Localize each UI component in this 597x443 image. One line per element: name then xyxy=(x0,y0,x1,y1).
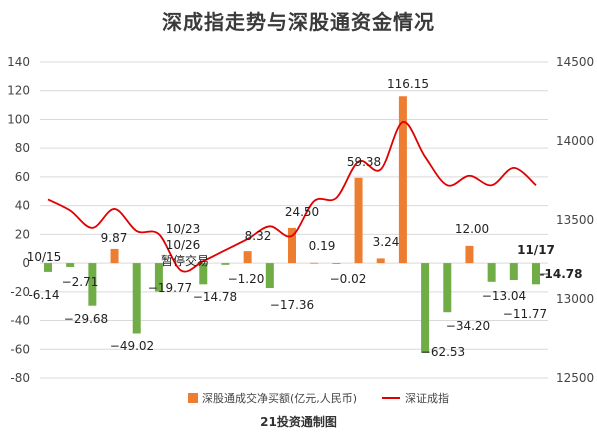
bar xyxy=(44,263,52,272)
data-label: −29.68 xyxy=(64,312,108,326)
data-label: −14.78 xyxy=(193,290,237,304)
left-axis-tick: 140 xyxy=(7,55,30,69)
bar xyxy=(288,227,296,264)
left-axis-tick: 40 xyxy=(15,199,30,213)
data-label: 116.15 xyxy=(387,77,429,91)
bar xyxy=(443,263,452,313)
left-axis-tick: 120 xyxy=(7,84,30,98)
bar xyxy=(243,251,252,264)
left-axis-tick: -80 xyxy=(10,371,30,385)
bar xyxy=(221,263,230,265)
bar xyxy=(532,263,540,285)
bar xyxy=(354,177,363,264)
bar xyxy=(487,263,496,282)
left-axis-tick: 100 xyxy=(7,112,30,126)
bar xyxy=(265,263,274,289)
legend-bar-swatch xyxy=(188,393,198,403)
data-label: 12.00 xyxy=(455,222,489,236)
data-label: 59.38 xyxy=(347,155,381,169)
right-axis-tick: 12500 xyxy=(556,371,594,385)
data-label: −1.20 xyxy=(228,272,265,286)
left-axis-tick: 60 xyxy=(15,170,30,184)
annotation-label: 10/23 xyxy=(166,222,201,236)
annotation-label: 10/15 xyxy=(27,250,62,264)
index-line xyxy=(47,121,537,273)
legend-line-label: 深证成指 xyxy=(405,391,449,405)
data-label: 24.50 xyxy=(285,205,319,219)
left-axis-tick: -60 xyxy=(10,342,30,356)
bar xyxy=(376,258,385,264)
data-label: −34.20 xyxy=(446,319,490,333)
bar xyxy=(199,263,208,285)
bar xyxy=(398,96,407,264)
annotation-label: 暂停交易 xyxy=(161,253,209,268)
bar xyxy=(66,263,75,267)
bar xyxy=(88,263,97,306)
right-axis-tick: 13500 xyxy=(556,213,594,227)
data-label: −11.77 xyxy=(503,307,547,321)
chart-footer: 21投资通制图 xyxy=(260,415,337,429)
data-label: -6.14 xyxy=(28,288,59,302)
left-axis-tick: 20 xyxy=(15,227,30,241)
legend-bar-label: 深股通成交净买额(亿元,人民币) xyxy=(202,391,357,405)
bar xyxy=(132,263,141,334)
data-label: 0.19 xyxy=(309,239,336,253)
data-label: 9.87 xyxy=(101,231,128,245)
bar xyxy=(154,263,163,292)
data-label: −49.02 xyxy=(110,339,154,353)
data-label: −0.02 xyxy=(330,272,367,286)
data-label: −2.71 xyxy=(62,275,99,289)
right-axis-tick: 13000 xyxy=(556,292,594,306)
annotation-label: 10/26 xyxy=(166,238,201,252)
left-axis-tick: -40 xyxy=(10,314,30,328)
left-axis-tick: -20 xyxy=(10,285,30,299)
right-axis-tick: 14500 xyxy=(556,55,594,69)
left-axis-tick: 80 xyxy=(15,141,30,155)
chart-title: 深成指走势与深股通资金情况 xyxy=(162,10,435,34)
annotation-label: 11/17 xyxy=(517,243,555,257)
data-label: 3.24 xyxy=(373,235,400,249)
data-label: 8.32 xyxy=(245,229,272,243)
bar xyxy=(465,245,474,264)
data-label: −62.53 xyxy=(421,345,465,359)
data-label: -14.78 xyxy=(540,267,583,281)
right-axis-tick: 14000 xyxy=(556,134,594,148)
bar xyxy=(310,262,319,264)
data-label: −19.77 xyxy=(148,281,192,295)
bar xyxy=(421,263,430,353)
left-axis-tick: 0 xyxy=(22,256,30,270)
data-label: −17.36 xyxy=(270,298,314,312)
bar xyxy=(110,248,119,264)
data-label: −13.04 xyxy=(482,289,526,303)
bar xyxy=(509,263,518,280)
bar xyxy=(332,263,341,264)
